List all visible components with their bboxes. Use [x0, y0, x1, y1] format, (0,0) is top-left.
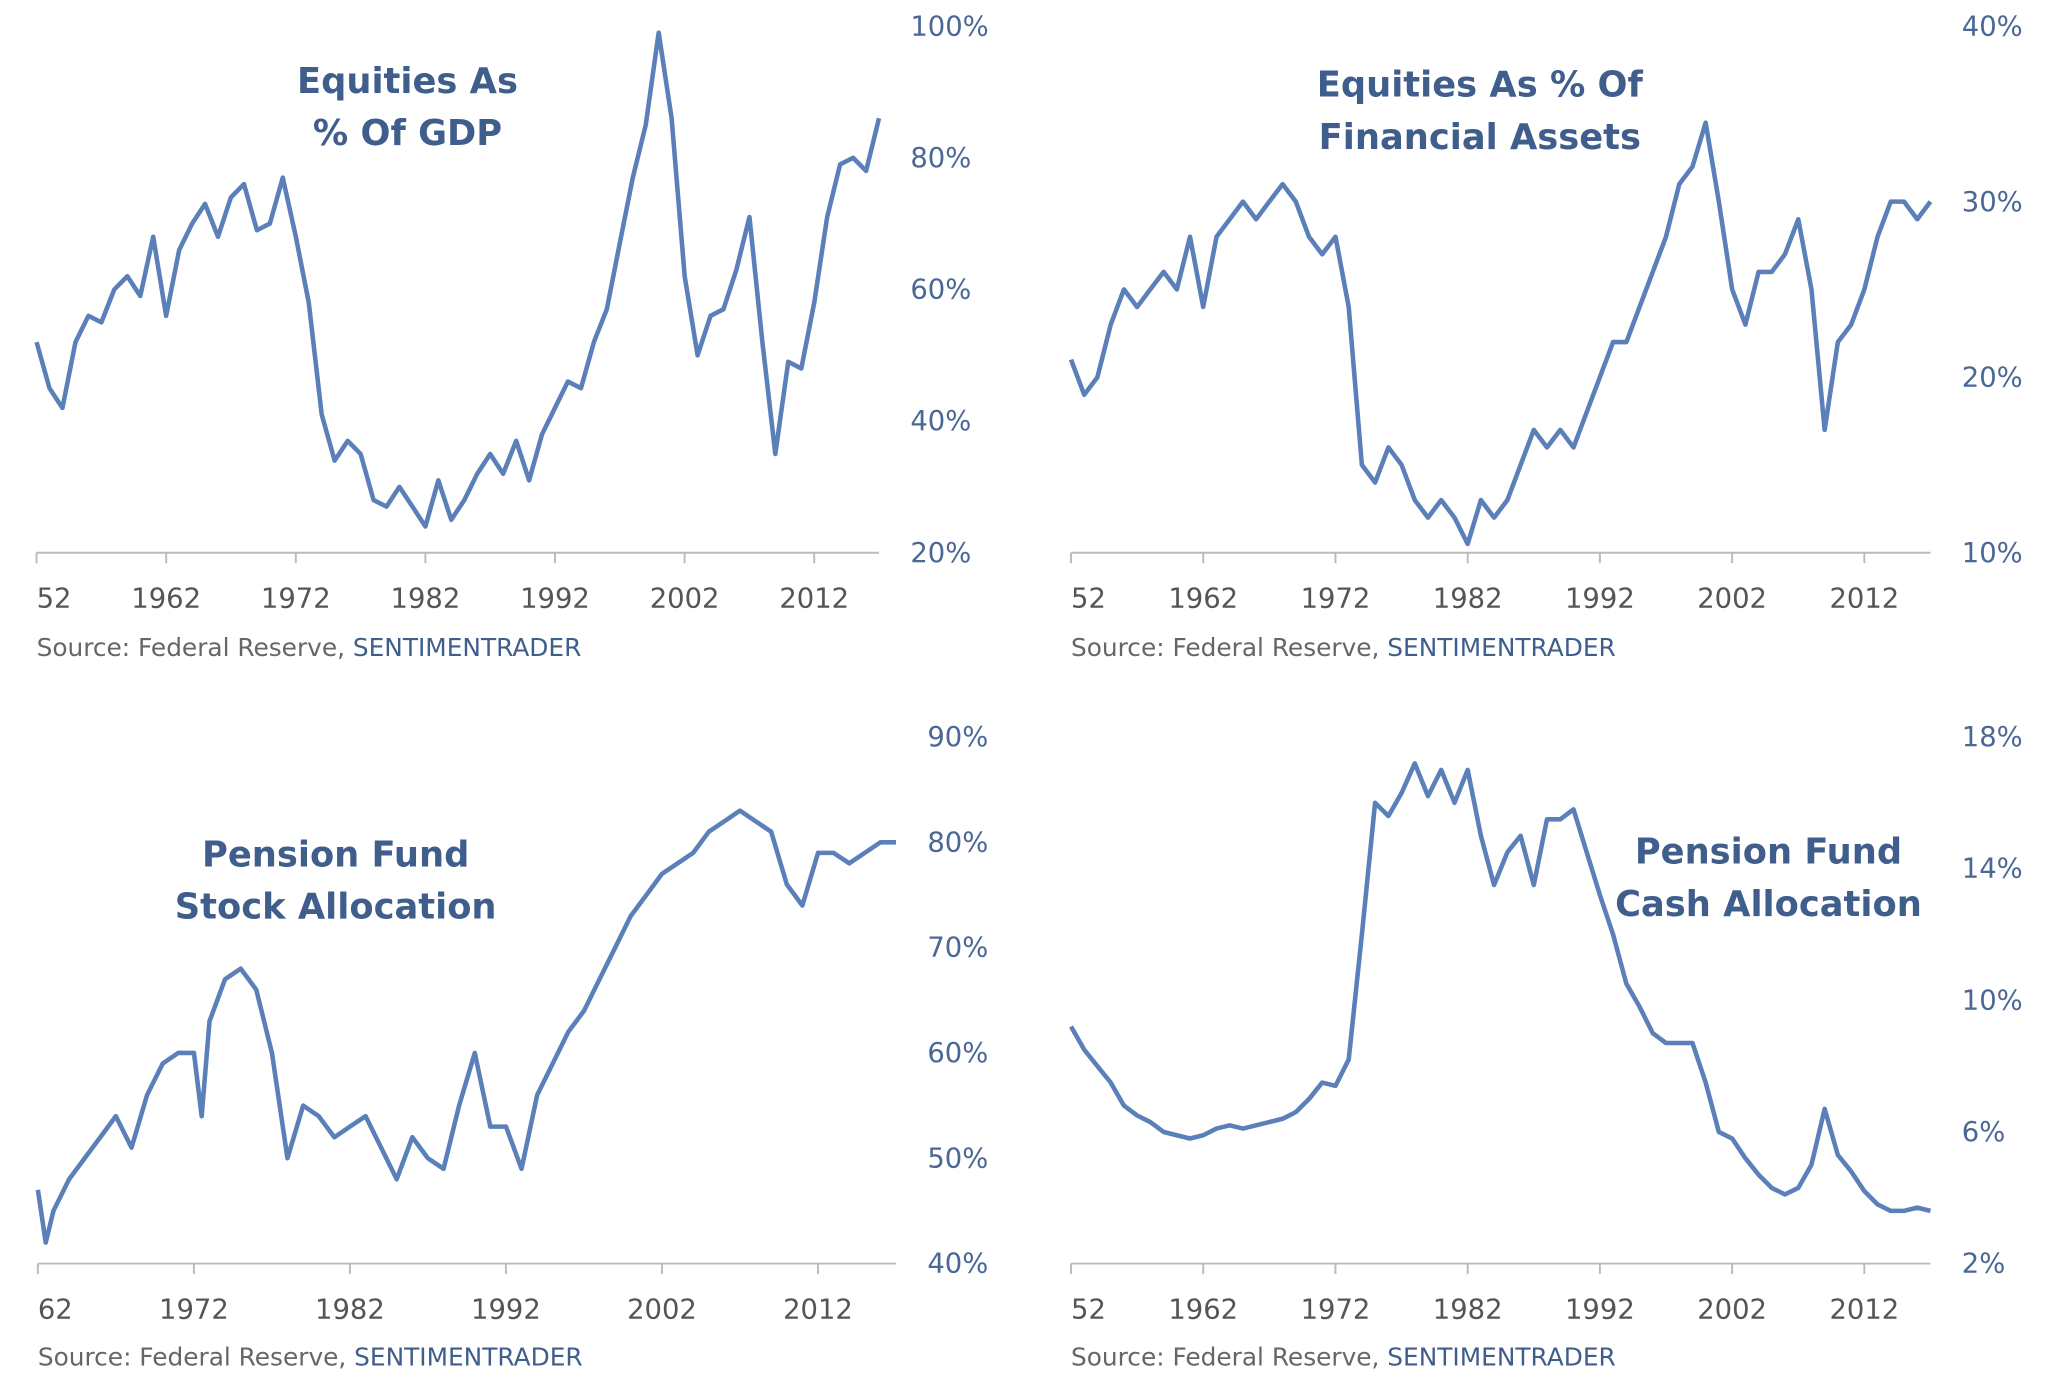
x-tick-label: 62	[38, 1294, 73, 1325]
data-line	[1069, 761, 1931, 1214]
x-tick-label: 2012	[779, 584, 849, 615]
x-tick-label: 1982	[391, 584, 461, 615]
y-tick-label: 80%	[927, 827, 988, 858]
source-text: Source: Federal Reserve,	[1071, 633, 1387, 662]
source-brand: SENTIMENTRADER	[353, 633, 581, 662]
y-tick-label: 40%	[927, 1249, 988, 1280]
x-tick-label: 2012	[1829, 584, 1899, 615]
chart-panel: 52 1962 1972 1982 1992 2002 2012 2% 6% 10% 14% 18% P…	[1069, 722, 2023, 1371]
x-tick-label: 2002	[627, 1294, 697, 1325]
x-tick-label: 1982	[315, 1294, 385, 1325]
source-text: Source: Federal Reserve,	[37, 633, 353, 662]
source-note: Source: Federal Reserve, SENTIMENTRADER	[1071, 633, 1616, 662]
chart-panel: 52 1962 1972 1982 1992 2002 2012 10% 20% 30% 40% Eq…	[1068, 11, 2023, 662]
y-tick-label: 30%	[1962, 187, 2023, 218]
source-text: Source: Federal Reserve,	[38, 1342, 354, 1371]
y-tick-label: 70%	[927, 933, 988, 964]
y-tick-label: 60%	[910, 275, 971, 306]
chart-title: Equities As % Of	[1317, 65, 1644, 106]
y-tick-label: 10%	[1962, 538, 2023, 569]
chart-panel: 52 1962 1972 1982 1992 2002 2012 20% 40% 60% 80% 10…	[34, 11, 989, 662]
y-tick-label: 40%	[1962, 11, 2023, 42]
source-text: Source: Federal Reserve,	[1071, 1342, 1387, 1371]
chart-title: % Of GDP	[313, 113, 502, 154]
y-tick-label: 6%	[1962, 1117, 2006, 1148]
x-tick-label: 1982	[1433, 584, 1503, 615]
y-tick-label: 10%	[1962, 985, 2023, 1016]
chart-panel: 62 1972 1982 1992 2002 2012 40% 50% 60% 70% 80% 90%…	[35, 722, 988, 1371]
y-tick-label: 18%	[1962, 722, 2023, 753]
x-tick-label: 2002	[1697, 1294, 1767, 1325]
x-tick-label: 2012	[1829, 1294, 1899, 1325]
y-tick-label: 100%	[910, 11, 988, 42]
x-tick-label: 1972	[1301, 1294, 1371, 1325]
data-line	[35, 808, 896, 1245]
x-tick-label: 1962	[131, 584, 201, 615]
y-tick-label: 40%	[910, 406, 971, 437]
chart-title: Pension Fund	[202, 834, 469, 875]
source-note: Source: Federal Reserve, SENTIMENTRADER	[38, 1342, 583, 1371]
x-tick-label: 1962	[1168, 584, 1238, 615]
x-tick-label: 1992	[1565, 584, 1635, 615]
x-tick-label: 2002	[1697, 584, 1767, 615]
x-tick-label: 1962	[1168, 1294, 1238, 1325]
x-tick-label: 52	[1071, 1294, 1106, 1325]
source-brand: SENTIMENTRADER	[1387, 633, 1615, 662]
data-line	[1068, 120, 1933, 547]
x-tick-label: 1972	[159, 1294, 229, 1325]
y-tick-label: 14%	[1962, 854, 2023, 885]
source-note: Source: Federal Reserve, SENTIMENTRADER	[37, 633, 582, 662]
chart-title: Pension Fund	[1635, 832, 1902, 873]
chart-title: Financial Assets	[1319, 117, 1641, 158]
x-tick-label: 1992	[520, 584, 590, 615]
x-tick-label: 2012	[783, 1294, 853, 1325]
chart-title: Cash Allocation	[1615, 884, 1922, 925]
x-tick-label: 1982	[1433, 1294, 1503, 1325]
source-brand: SENTIMENTRADER	[1387, 1342, 1615, 1371]
y-tick-label: 20%	[910, 538, 971, 569]
y-tick-label: 90%	[927, 722, 988, 753]
x-tick-label: 1992	[471, 1294, 541, 1325]
x-tick-label: 1972	[261, 584, 331, 615]
y-tick-label: 50%	[927, 1143, 988, 1174]
x-tick-label: 1992	[1565, 1294, 1635, 1325]
y-tick-label: 20%	[1962, 362, 2023, 393]
x-tick-label: 52	[37, 584, 72, 615]
source-brand: SENTIMENTRADER	[354, 1342, 582, 1371]
y-tick-label: 2%	[1962, 1249, 2006, 1280]
y-tick-label: 60%	[927, 1038, 988, 1069]
y-tick-label: 80%	[910, 143, 971, 174]
x-tick-label: 2002	[650, 584, 720, 615]
chart-title: Stock Allocation	[175, 887, 497, 928]
chart-title: Equities As	[297, 61, 518, 102]
source-note: Source: Federal Reserve, SENTIMENTRADER	[1071, 1342, 1616, 1371]
data-line	[34, 30, 882, 529]
x-tick-label: 1972	[1301, 584, 1371, 615]
x-tick-label: 52	[1071, 584, 1106, 615]
